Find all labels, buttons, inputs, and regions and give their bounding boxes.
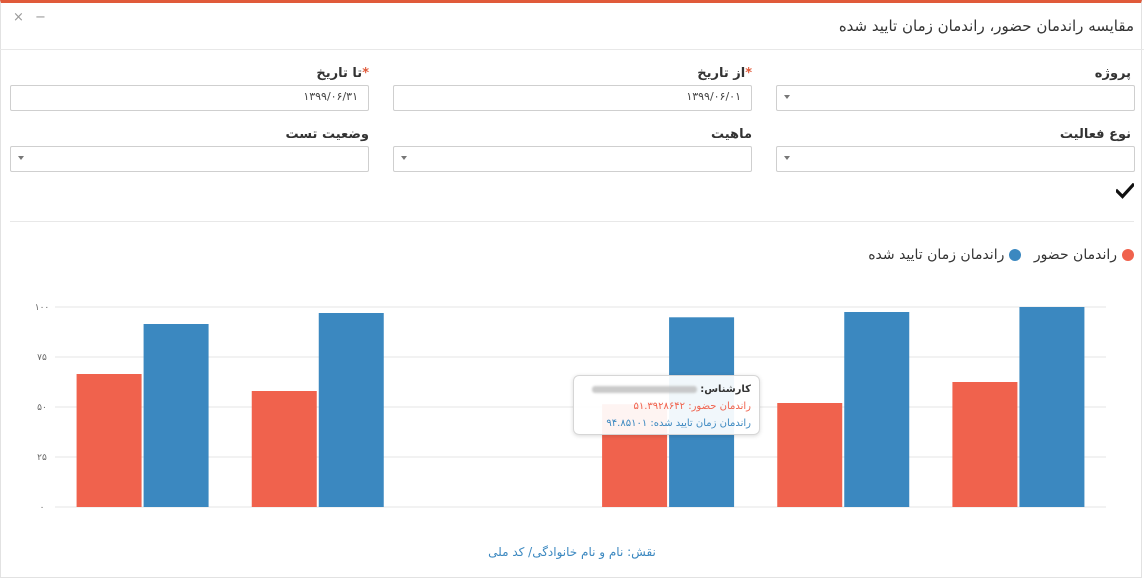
y-tick-label: ۰ [40, 503, 45, 513]
minimize-icon[interactable]: − [35, 10, 46, 25]
tooltip-heading: کارشناس: [582, 381, 751, 398]
to-date-input[interactable]: ۱۳۹۹/۰۶/۳۱ [10, 85, 369, 111]
tooltip-attendance-value: راندمان حضور: ۵۱.۳۹۲۸۶۴۲ [633, 401, 752, 412]
y-tick-label: ۱۰۰ [35, 303, 50, 313]
bar-approved-time[interactable] [1019, 307, 1085, 507]
chevron-down-icon [784, 95, 790, 99]
to-date-value: ۱۳۹۹/۰۶/۳۱ [303, 90, 358, 103]
chart-legend: راندمان حضور راندمان زمان تایید شده [860, 247, 1134, 265]
activity-type-label: نوع فعالیت [1059, 127, 1131, 142]
checkmark-icon[interactable] [1116, 183, 1134, 199]
tooltip-approved-value: راندمان زمان تایید شده: ۹۴.۸۵۱۰۱ [606, 418, 751, 429]
chevron-down-icon [784, 156, 790, 160]
filter-divider [10, 221, 1134, 222]
close-icon[interactable]: × [13, 10, 24, 25]
test-status-label: وضعیت تست [285, 127, 369, 142]
from-date-input[interactable]: ۱۳۹۹/۰۶/۰۱ [393, 85, 752, 111]
bar-attendance[interactable] [777, 403, 843, 507]
project-select[interactable] [776, 85, 1135, 111]
chevron-down-icon [401, 156, 407, 160]
bar-approved-time[interactable] [318, 313, 384, 507]
from-date-value: ۱۳۹۹/۰۶/۰۱ [686, 90, 741, 103]
legend-dot-icon [1009, 249, 1022, 261]
bar-attendance[interactable] [952, 382, 1018, 507]
bar-attendance[interactable] [251, 391, 317, 507]
legend-item-approved[interactable]: راندمان زمان تایید شده [868, 247, 1022, 263]
nature-label: ماهیت [710, 127, 752, 142]
bar-approved-time[interactable] [143, 324, 209, 507]
nature-select[interactable] [393, 146, 752, 172]
test-status-select[interactable] [10, 146, 369, 172]
bar-approved-time[interactable] [844, 312, 910, 507]
panel-title: مقایسه راندمان حضور، راندمان زمان تایید … [838, 17, 1134, 35]
chevron-down-icon [18, 156, 24, 160]
x-axis-title: نقش: نام و نام خانوادگی/ کد ملی [488, 545, 656, 559]
y-tick-label: ۷۵ [37, 353, 47, 363]
to-date-label: *تا تاریخ [316, 66, 369, 81]
title-divider [0, 49, 1144, 50]
redacted-name [591, 385, 697, 393]
required-mark: * [362, 66, 369, 81]
y-tick-label: ۵۰ [37, 403, 47, 413]
legend-item-attendance[interactable]: راندمان حضور [1034, 247, 1134, 263]
project-label: پروژه [1094, 66, 1131, 81]
legend-dot-icon [1122, 249, 1134, 261]
activity-type-select[interactable] [776, 146, 1135, 172]
legend-label: راندمان زمان تایید شده [868, 247, 1005, 263]
bar-chart: ۰ ۲۵ ۵۰ ۷۵ ۱۰۰ [35, 303, 1106, 513]
legend-label: راندمان حضور [1033, 247, 1117, 263]
required-mark: * [745, 66, 752, 81]
bar-attendance[interactable] [76, 374, 142, 507]
chart-tooltip: کارشناس: راندمان حضور: ۵۱.۳۹۲۸۶۴۲ راندما… [573, 375, 760, 435]
y-tick-label: ۲۵ [37, 453, 47, 463]
from-date-label: *از تاریخ [697, 66, 752, 81]
